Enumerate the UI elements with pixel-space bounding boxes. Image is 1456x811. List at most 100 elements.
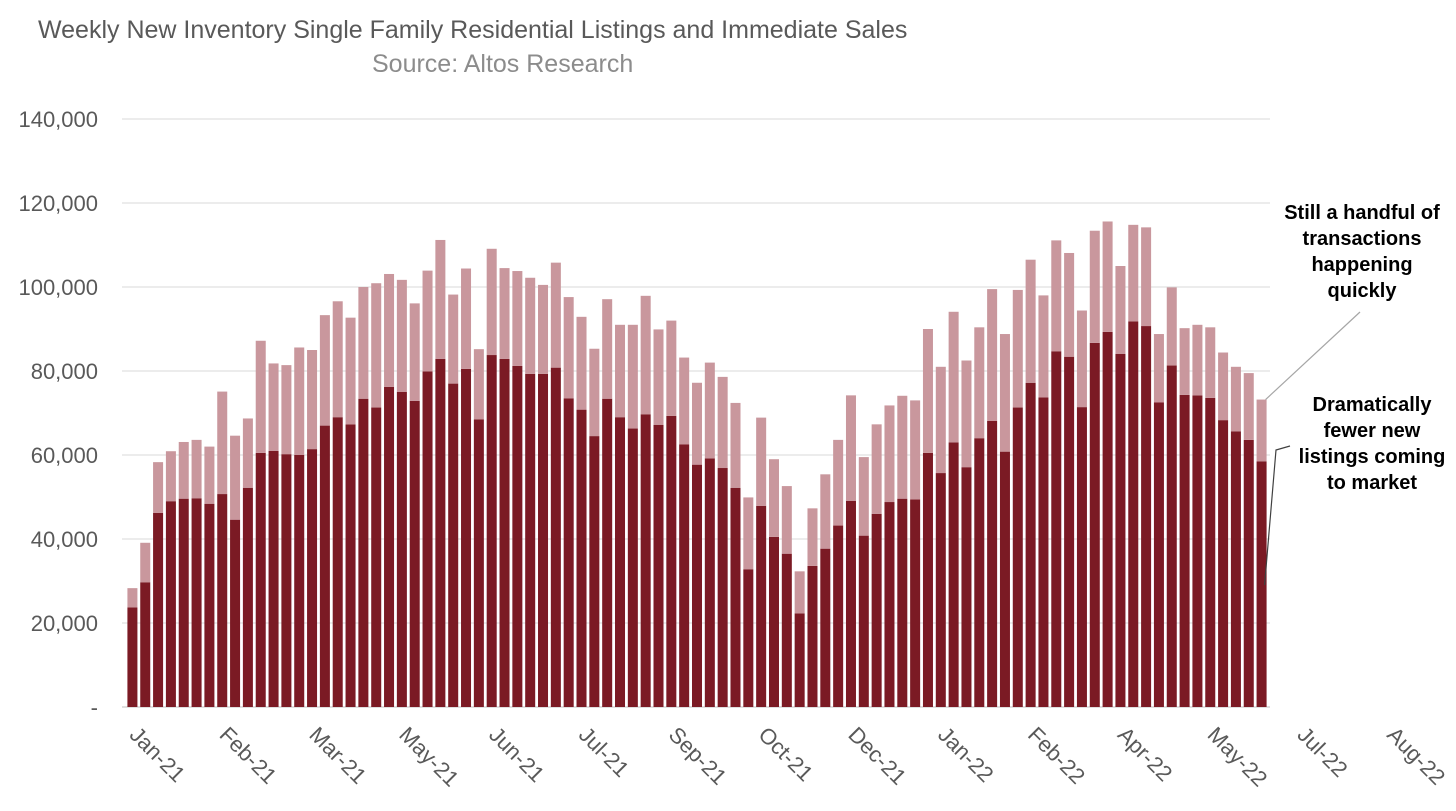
- bar-bottom: [435, 358, 446, 707]
- bar-top: [871, 424, 882, 514]
- bar-top: [550, 262, 561, 368]
- bar-bottom: [332, 417, 343, 707]
- bar-top: [922, 329, 933, 453]
- bar-bottom: [704, 458, 715, 707]
- bar-top: [1230, 366, 1241, 432]
- bar-bottom: [127, 607, 138, 707]
- bar-top: [679, 357, 690, 445]
- bar-bottom: [294, 455, 305, 707]
- x-tick-label: Jan-22: [933, 722, 998, 787]
- y-tick-label: 80,000: [31, 359, 98, 384]
- bar-top: [833, 439, 844, 526]
- bar-bottom: [794, 613, 805, 707]
- bar-top: [345, 317, 356, 425]
- bar-bottom: [204, 503, 215, 707]
- bar-top: [538, 284, 549, 374]
- bar-top: [1128, 224, 1139, 322]
- bar-bottom: [833, 525, 844, 707]
- annotation-line: to market: [1326, 472, 1418, 494]
- x-tick-label: Oct-21: [754, 722, 818, 786]
- bar-top: [743, 497, 754, 570]
- bar-bottom: [884, 502, 895, 707]
- bar-bottom: [1205, 397, 1216, 707]
- bar-top: [691, 382, 703, 465]
- annotation-line: Still a handful of: [1284, 202, 1440, 224]
- bar-bottom: [602, 398, 613, 707]
- bar-top: [1205, 327, 1216, 398]
- bar-top: [486, 248, 497, 356]
- bar-top: [448, 294, 459, 384]
- bar-top: [1038, 295, 1049, 398]
- bar-bottom: [653, 424, 664, 707]
- bar-bottom: [409, 400, 420, 707]
- bar-bottom: [691, 464, 703, 707]
- bar-bottom: [1089, 342, 1100, 707]
- bar-bottom: [448, 383, 459, 707]
- y-tick-label: 40,000: [31, 527, 98, 552]
- annotation-line: fewer new: [1323, 420, 1421, 442]
- chart-title: Weekly New Inventory Single Family Resid…: [38, 16, 908, 44]
- bars: [127, 221, 1267, 707]
- bar-top: [191, 439, 202, 499]
- x-tick-label: Apr-22: [1113, 722, 1177, 786]
- bar-bottom: [987, 420, 998, 707]
- bar-bottom: [396, 392, 407, 707]
- bar-bottom: [1179, 394, 1190, 707]
- bar-top: [897, 395, 908, 499]
- bar-top: [961, 360, 972, 468]
- bar-bottom: [948, 442, 959, 707]
- bar-bottom: [768, 536, 779, 707]
- bar-top: [422, 270, 433, 372]
- bar-top: [1089, 230, 1100, 343]
- bar-top: [165, 451, 176, 502]
- x-tick-label: Sep-21: [664, 722, 732, 790]
- bar-bottom: [1192, 395, 1203, 707]
- bar-bottom: [140, 582, 151, 707]
- bar-bottom: [178, 498, 189, 707]
- bar-top: [268, 363, 279, 451]
- annotation-line: listings coming: [1298, 446, 1446, 468]
- annotation-handful-transactions: Still a handful of transactions happenin…: [1262, 200, 1456, 304]
- bar-bottom: [230, 519, 241, 707]
- bar-top: [884, 405, 895, 503]
- x-tick-label: Feb-22: [1023, 722, 1090, 789]
- bar-top: [987, 289, 998, 421]
- bar-bottom: [858, 535, 869, 707]
- bar-top: [1192, 324, 1203, 396]
- bar-top: [948, 311, 959, 443]
- x-tick-label: Aug-22: [1382, 722, 1450, 790]
- bar-top: [1012, 289, 1023, 408]
- bar-bottom: [242, 487, 253, 707]
- bar-bottom: [499, 358, 510, 707]
- bar-top: [1141, 227, 1152, 327]
- bar-bottom: [1128, 321, 1139, 707]
- bar-bottom: [679, 444, 690, 707]
- bar-top: [281, 365, 292, 455]
- bar-top: [217, 391, 228, 495]
- bar-top: [666, 320, 677, 416]
- bar-bottom: [640, 414, 651, 707]
- bar-top: [242, 418, 253, 488]
- bar-top: [512, 271, 523, 366]
- bar-top: [845, 395, 856, 501]
- bar-top: [563, 297, 574, 399]
- bar-top: [1025, 259, 1036, 383]
- bar-top: [230, 435, 241, 520]
- bar-bottom: [871, 513, 882, 707]
- bar-bottom: [268, 450, 279, 707]
- bar-bottom: [1051, 351, 1062, 707]
- bar-top: [332, 301, 343, 418]
- bar-bottom: [384, 386, 395, 707]
- bar-top: [858, 457, 869, 536]
- y-tick-label: -: [91, 695, 98, 720]
- bar-top: [602, 299, 613, 399]
- leader-line-bottom: [1263, 445, 1291, 586]
- bar-bottom: [473, 419, 484, 707]
- bar-bottom: [781, 553, 792, 707]
- bar-top: [1243, 373, 1254, 440]
- bar-bottom: [153, 512, 164, 707]
- bar-top: [1153, 334, 1164, 403]
- bar-bottom: [1102, 331, 1113, 707]
- x-tick-label: Jun-21: [484, 722, 549, 787]
- bar-top: [294, 347, 305, 455]
